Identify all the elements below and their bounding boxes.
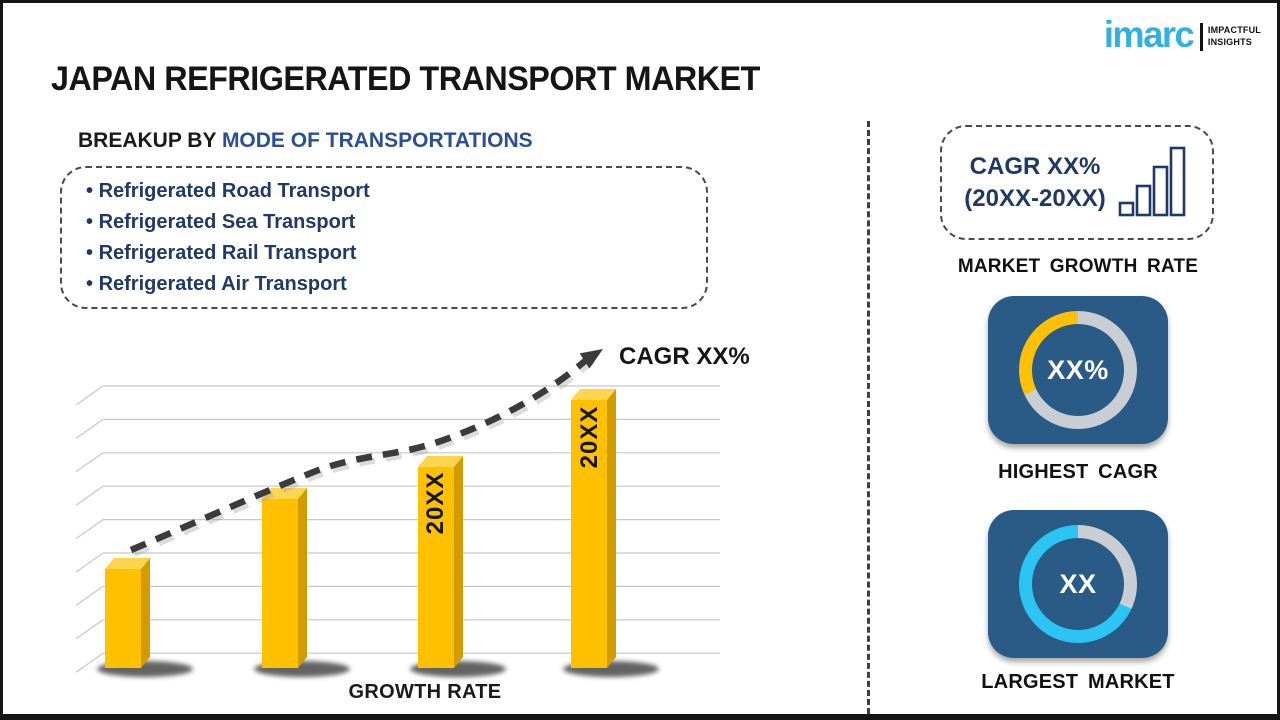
highest-cagr-donut-chart: XX% xyxy=(1019,311,1137,429)
bar-value-label: 20XX xyxy=(422,471,449,535)
imarc-logo-wordmark: imarc xyxy=(1103,14,1194,55)
largest-market-label: LARGEST MARKET xyxy=(981,671,1175,693)
breakup-list-box: Refrigerated Road Transport Refrigerated… xyxy=(60,166,708,309)
breakup-heading-prefix: BREAKUP BY xyxy=(78,129,222,152)
market-growth-rate-label: MARKET GROWTH RATE xyxy=(957,256,1199,277)
logo-tagline: IMPACTFUL INSIGHTS xyxy=(1207,25,1261,47)
breakup-heading: BREAKUP BY MODE OF TRANSPORTATIONS xyxy=(78,129,533,153)
list-item: Refrigerated Road Transport xyxy=(86,179,706,203)
largest-market-value: XX xyxy=(1059,568,1097,599)
logo-divider-bar xyxy=(1199,22,1203,51)
section-divider xyxy=(867,121,870,714)
list-item: Refrigerated Rail Transport xyxy=(86,241,706,265)
bar-chart-icon xyxy=(1118,146,1186,216)
cagr-summary-text: CAGR XX% (20XX-20XX) xyxy=(964,153,1106,212)
list-item: Refrigerated Air Transport xyxy=(86,272,706,296)
imarc-logo: imarc IMPACTFUL INSIGHTS xyxy=(1102,16,1261,53)
highest-cagr-label: HIGHEST CAGR xyxy=(998,461,1158,483)
highest-cagr-tile: XX% xyxy=(988,296,1168,444)
bar-value-label: 20XX xyxy=(576,405,603,469)
page-title: JAPAN REFRIGERATED TRANSPORT MARKET xyxy=(51,60,760,98)
cagr-summary-box: CAGR XX% (20XX-20XX) xyxy=(940,125,1214,240)
highest-cagr-value: XX% xyxy=(1047,354,1109,385)
cagr-trend-annotation: CAGR XX% xyxy=(619,343,750,370)
list-item: Refrigerated Sea Transport xyxy=(86,210,706,234)
largest-market-donut-chart: XX xyxy=(1019,525,1137,643)
chart-x-axis-label: GROWTH RATE xyxy=(348,681,502,703)
largest-market-tile: XX xyxy=(988,510,1168,658)
breakup-heading-highlight: MODE OF TRANSPORTATIONS xyxy=(221,129,533,152)
